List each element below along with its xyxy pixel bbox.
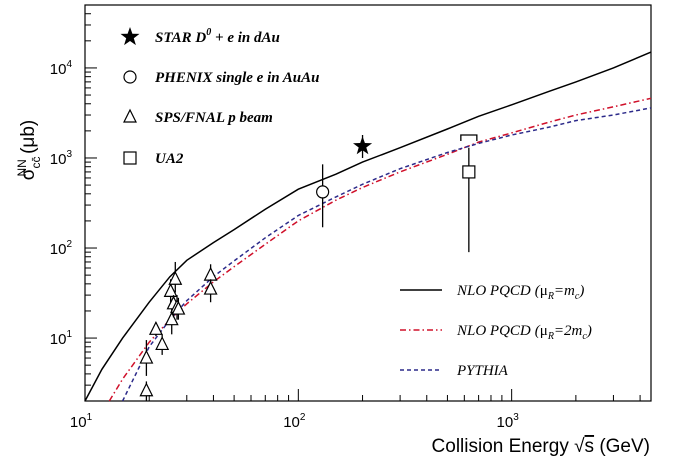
y-tick-label: 104	[50, 59, 73, 78]
y-tick-label: 101	[50, 329, 73, 348]
triangle-marker	[155, 336, 170, 351]
triangle-marker	[148, 320, 163, 335]
legend-triangle: SPS/FNAL p beam	[155, 110, 273, 126]
lbl2-prefix: NLO PQCD	[456, 323, 531, 339]
triangle-marker	[171, 300, 186, 315]
lbl1-m-sub: c	[575, 291, 580, 302]
y-label-unit: (μb)	[18, 120, 39, 159]
curve-dash-dot	[108, 97, 652, 402]
triangle-marker	[203, 280, 218, 295]
lbl2-mu: μ	[540, 323, 548, 339]
data-points	[139, 134, 478, 401]
triangle-marker	[168, 270, 183, 285]
legend-star-icon	[120, 27, 140, 46]
circle-marker	[316, 185, 330, 199]
triangle-marker	[164, 311, 179, 326]
curve-dashed	[121, 107, 652, 402]
y-label-sup: NN	[15, 159, 29, 176]
lbl1-eq: =m	[554, 283, 575, 299]
triangle-marker	[203, 266, 218, 281]
systematic-bracket	[460, 134, 478, 141]
triangle-marker	[139, 349, 154, 364]
lbl1-mu-sub: R	[547, 291, 554, 302]
y-tick-label: 103	[50, 149, 73, 168]
lbl1-close: )	[578, 283, 584, 299]
x-label-text: Collision Energy	[432, 436, 575, 457]
x-label-s: s	[585, 436, 595, 457]
y-label-sigma: σ	[18, 168, 39, 180]
x-tick-label: 101	[70, 412, 93, 431]
legend-star-b: + e in dAu	[211, 30, 280, 46]
y-axis-label: σcc̄NN (μb)	[15, 120, 43, 181]
legend-experiments: STAR D0 + e in dAu PHENIX single e in Au…	[120, 27, 320, 167]
square-marker	[462, 165, 476, 179]
legend-triangle-icon	[123, 108, 137, 123]
legend-square: UA2	[155, 151, 184, 167]
x-tick-label: 102	[283, 412, 306, 431]
legend-circle: PHENIX single e in AuAu	[155, 70, 320, 86]
lbl2-paren: (	[535, 323, 541, 339]
lbl2-close: )	[586, 323, 592, 339]
axis-ticks: 101 102 103 101 102 103 104	[50, 4, 641, 431]
legend-square-icon	[123, 151, 137, 165]
lbl1-mu: μ	[540, 283, 548, 299]
model-curves	[84, 51, 652, 402]
lbl1-prefix: NLO PQCD	[456, 283, 531, 299]
legend-markers	[120, 27, 140, 165]
legend-model-solid: NLO PQCD (μR=mc)	[456, 283, 584, 302]
lbl1-paren: (	[535, 283, 541, 299]
sqrt-symbol: √	[574, 436, 585, 457]
legend-circle-icon	[123, 70, 137, 84]
legend-star-sup: 0	[206, 27, 211, 38]
x-axis-label: Collision Energy √s (GeV)	[432, 436, 650, 457]
x-tick-label: 103	[497, 412, 520, 431]
lbl2-m-sub: c	[582, 331, 587, 342]
lbl2-eq: =2m	[554, 323, 583, 339]
legend-star: STAR D0 + e in dAu	[155, 27, 280, 46]
legend-model-dashed: PYTHIA	[456, 363, 509, 379]
x-label-unit: (GeV)	[594, 436, 650, 457]
legend-star-a: STAR D	[155, 30, 206, 46]
plot-frame	[84, 4, 652, 402]
star-marker	[353, 136, 373, 155]
lbl2-mu-sub: R	[547, 331, 554, 342]
y-label-sub: cc̄	[29, 157, 43, 169]
triangle-marker	[163, 283, 178, 297]
legend-model-dashdot: NLO PQCD (μR=2mc)	[456, 323, 592, 342]
y-tick-label: 102	[50, 239, 73, 258]
curve-solid	[84, 51, 652, 402]
triangle-marker	[139, 382, 154, 397]
legend-models: NLO PQCD (μR=mc) NLO PQCD (μR=2mc) PYTHIA	[400, 283, 592, 379]
